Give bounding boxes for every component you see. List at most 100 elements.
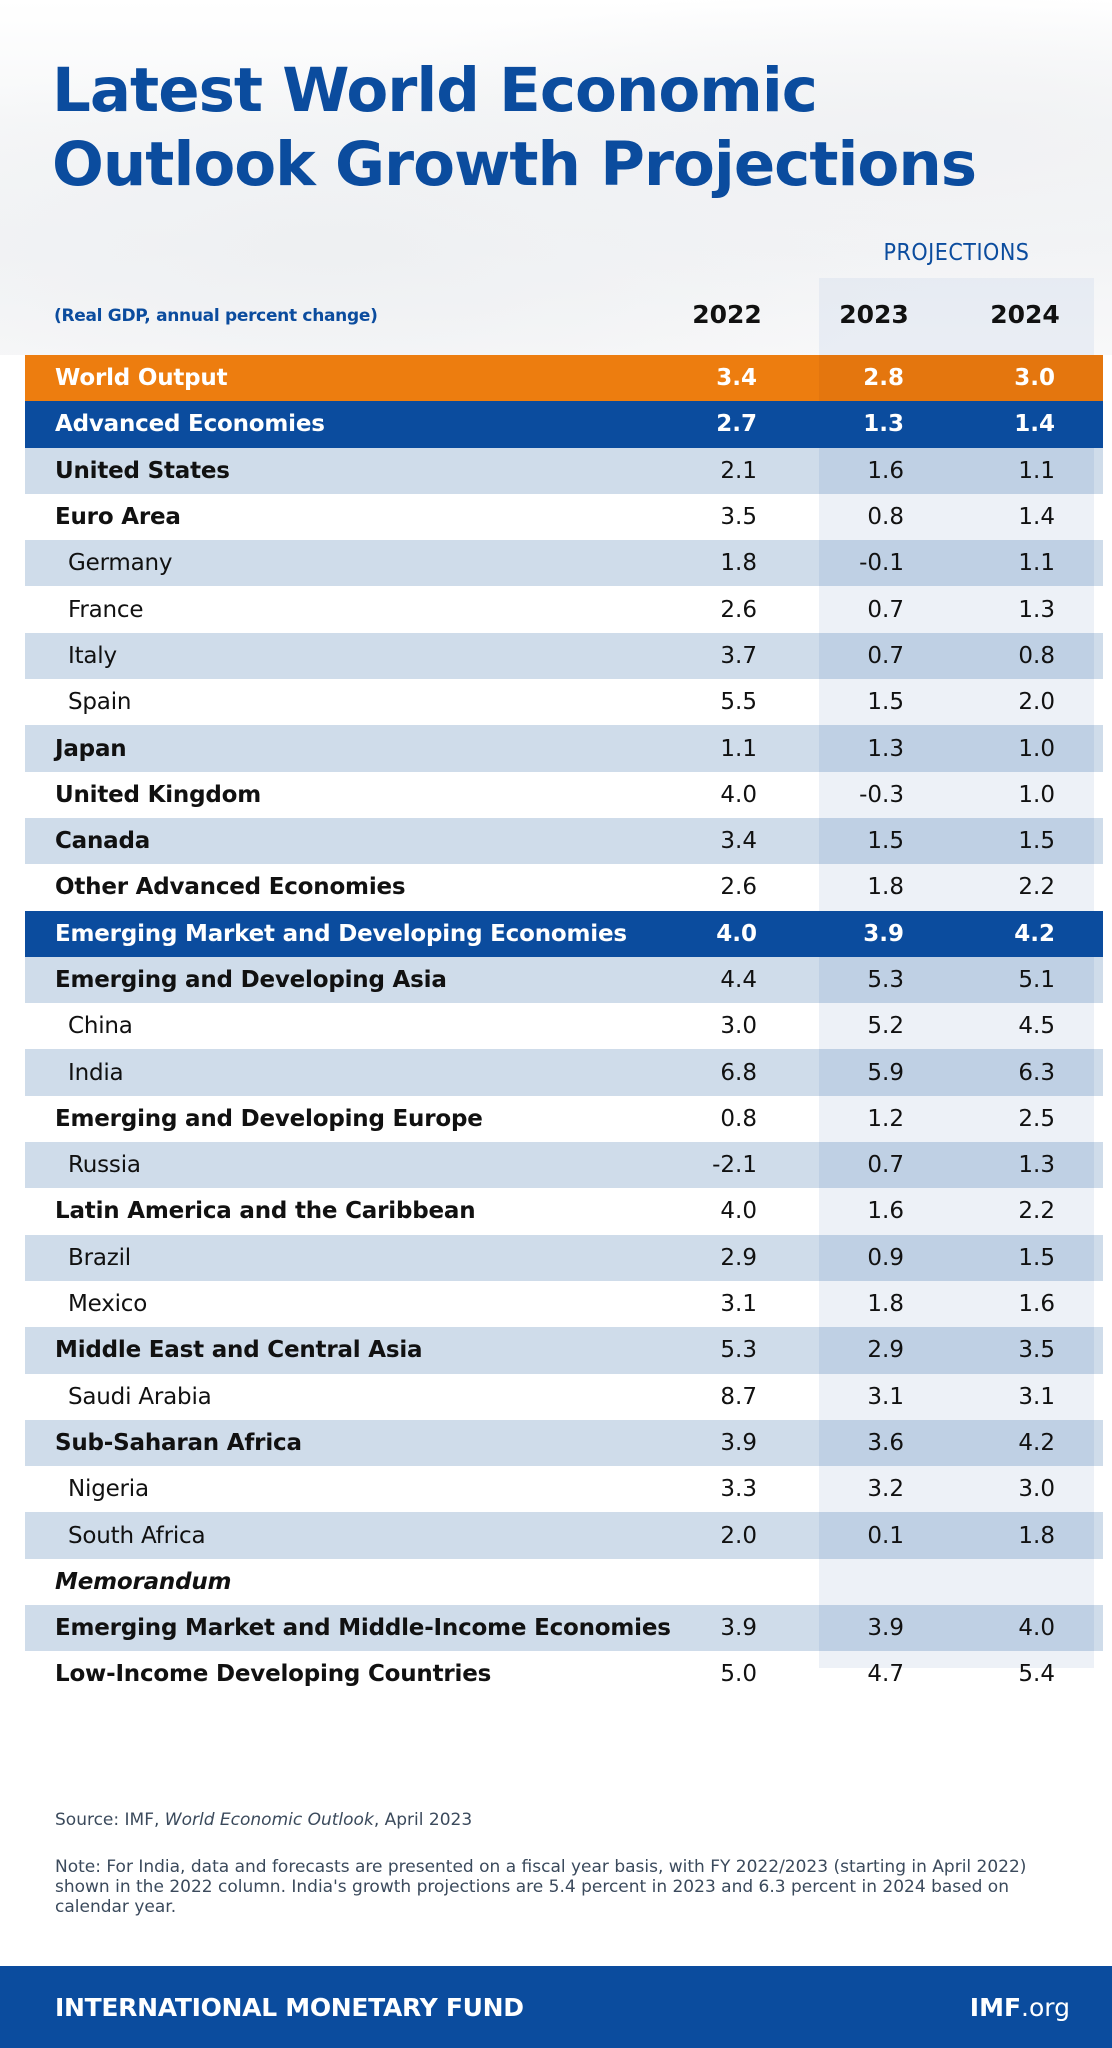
cell-2023: 1.8 [867, 1291, 904, 1318]
cell-2022: 5.0 [720, 1661, 757, 1688]
cell-2022: 1.8 [720, 550, 757, 577]
cell-2024: 1.4 [1014, 411, 1055, 438]
title-line-2: Outlook Growth Projections [52, 129, 977, 200]
page-title: Latest World Economic Outlook Growth Pro… [52, 54, 1092, 202]
cell-2023: 4.7 [867, 1661, 904, 1688]
cell-2022: 4.0 [720, 1198, 757, 1225]
cell-2023: 0.8 [867, 504, 904, 531]
row-label: United States [55, 457, 230, 484]
row-label: Emerging and Developing Europe [55, 1105, 483, 1132]
row-label: Japan [55, 735, 127, 762]
row-label: United Kingdom [55, 781, 261, 808]
cell-2023: 1.8 [867, 874, 904, 901]
cell-2023: 5.9 [867, 1059, 904, 1086]
cell-2023: 1.6 [867, 1198, 904, 1225]
cell-2023: 1.2 [867, 1105, 904, 1132]
header-background [0, 0, 1112, 355]
table-row-india: India 6.8 5.9 6.3 [25, 1049, 1103, 1097]
source-suffix: , April 2023 [373, 1810, 473, 1830]
table-row-brazil: Brazil 2.9 0.9 1.5 [25, 1234, 1103, 1282]
website-rest: .org [1021, 1993, 1070, 2022]
cell-2024: 4.2 [1018, 1429, 1055, 1456]
cell-2024: 5.4 [1018, 1661, 1055, 1688]
cell-2024: 2.2 [1018, 874, 1055, 901]
cell-2024: 1.3 [1018, 596, 1055, 623]
table-row-sub-saharan-africa: Sub-Saharan Africa 3.9 3.6 4.2 [25, 1419, 1103, 1467]
cell-2023: 5.2 [867, 1013, 904, 1040]
column-header-2024: 2024 [990, 300, 1060, 329]
cell-2024: 1.1 [1018, 457, 1055, 484]
cell-2024: 3.0 [1014, 365, 1055, 392]
cell-2022: 3.4 [720, 828, 757, 855]
table-row-italy: Italy 3.7 0.7 0.8 [25, 632, 1103, 680]
row-label: Latin America and the Caribbean [55, 1198, 476, 1225]
cell-2023: -0.1 [859, 550, 904, 577]
footer-bar: INTERNATIONAL MONETARY FUND IMF.org [0, 1966, 1112, 2048]
cell-2024: 1.6 [1018, 1291, 1055, 1318]
cell-2024: 0.8 [1018, 642, 1055, 669]
row-label: South Africa [68, 1522, 206, 1549]
table-row-memorandum: Memorandum [25, 1559, 1103, 1605]
table-row-emerging-market-and-developing-economies: Emerging Market and Developing Economies… [25, 910, 1103, 957]
row-label: Emerging Market and Middle-Income Econom… [55, 1615, 671, 1642]
cell-2022: 2.9 [720, 1244, 757, 1271]
cell-2022: 2.1 [720, 457, 757, 484]
cell-2023: 1.6 [867, 457, 904, 484]
website-link[interactable]: IMF.org [970, 1993, 1070, 2022]
cell-2024: 1.4 [1018, 504, 1055, 531]
table-row-united-kingdom: United Kingdom 4.0 -0.3 1.0 [25, 772, 1103, 818]
cell-2022: 3.9 [720, 1615, 757, 1642]
cell-2022: 1.1 [720, 735, 757, 762]
cell-2024: 6.3 [1018, 1059, 1055, 1086]
title-line-1: Latest World Economic [52, 55, 818, 126]
column-header-2023: 2023 [839, 300, 909, 329]
cell-2023: 2.9 [867, 1337, 904, 1364]
cell-2024: 2.2 [1018, 1198, 1055, 1225]
row-label: Canada [55, 828, 151, 855]
cell-2024: 2.5 [1018, 1105, 1055, 1132]
cell-2022: -2.1 [712, 1152, 757, 1179]
row-label: Russia [68, 1152, 141, 1179]
cell-2024: 2.0 [1018, 689, 1055, 716]
row-label: Memorandum [55, 1568, 232, 1595]
cell-2023: 3.2 [867, 1476, 904, 1503]
table-row-china: China 3.0 5.2 4.5 [25, 1003, 1103, 1049]
table-row-emerging-market-and-middle-income-economies: Emerging Market and Middle-Income Econom… [25, 1605, 1103, 1652]
cell-2023: -0.3 [859, 781, 904, 808]
cell-2023: 0.7 [867, 596, 904, 623]
column-header-2022: 2022 [692, 300, 762, 329]
row-label: Nigeria [68, 1476, 149, 1503]
cell-2023: 3.1 [867, 1383, 904, 1410]
cell-2022: 8.7 [720, 1383, 757, 1410]
cell-2024: 1.3 [1018, 1152, 1055, 1179]
row-label: France [68, 596, 144, 623]
cell-2023: 0.7 [867, 1152, 904, 1179]
table-row-other-advanced-economies: Other Advanced Economies 2.6 1.8 2.2 [25, 864, 1103, 910]
table-row-middle-east-and-central-asia: Middle East and Central Asia 5.3 2.9 3.5 [25, 1327, 1103, 1374]
row-label: Germany [68, 550, 173, 577]
row-label: Low-Income Developing Countries [55, 1661, 492, 1688]
cell-2023: 1.3 [863, 411, 904, 438]
row-label: Spain [68, 689, 132, 716]
source-note: Source: IMF, World Economic Outlook, Apr… [55, 1810, 472, 1830]
growth-table: World Output 3.4 2.8 3.0 Advanced Economies 2… [25, 355, 1103, 1698]
source-title: World Economic Outlook [164, 1810, 374, 1830]
table-row-south-africa: South Africa 2.0 0.1 1.8 [25, 1512, 1103, 1560]
cell-2022: 5.3 [720, 1337, 757, 1364]
table-row-spain: Spain 5.5 1.5 2.0 [25, 679, 1103, 725]
cell-2023: 1.3 [867, 735, 904, 762]
cell-2022: 3.1 [720, 1291, 757, 1318]
cell-2024: 3.1 [1018, 1383, 1055, 1410]
cell-2022: 6.8 [720, 1059, 757, 1086]
cell-2024: 1.5 [1018, 1244, 1055, 1271]
units-subtitle: (Real GDP, annual percent change) [54, 306, 378, 326]
cell-2024: 4.0 [1018, 1615, 1055, 1642]
cell-2022: 3.7 [720, 642, 757, 669]
projections-label: PROJECTIONS [883, 240, 1030, 266]
cell-2024: 1.8 [1018, 1522, 1055, 1549]
cell-2022: 3.9 [720, 1429, 757, 1456]
cell-2024: 5.1 [1018, 967, 1055, 993]
table-row-euro-area: Euro Area 3.5 0.8 1.4 [25, 494, 1103, 540]
cell-2022: 2.0 [720, 1522, 757, 1549]
table-row-mexico: Mexico 3.1 1.8 1.6 [25, 1281, 1103, 1327]
